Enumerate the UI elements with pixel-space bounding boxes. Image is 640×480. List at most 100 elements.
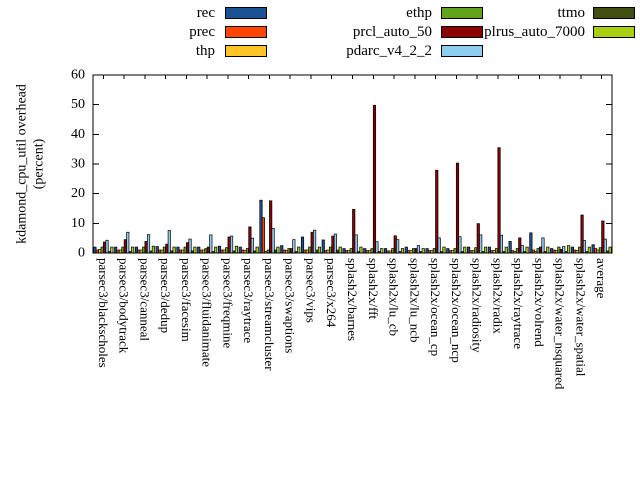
- y-tick-label: 20: [71, 186, 85, 201]
- bar-rec: [550, 248, 554, 254]
- bar-prcl_auto_50: [269, 200, 273, 254]
- x-tick-label: splash2x/water_spatial: [573, 258, 588, 377]
- x-tick-label: splash2x/fft: [366, 258, 381, 320]
- bar-rec: [93, 246, 97, 254]
- bar-pdarc_v4_2_2: [313, 229, 317, 254]
- bar-pdarc_v4_2_2: [188, 238, 192, 254]
- bar-pdarc_v4_2_2: [250, 237, 254, 254]
- bar-plrus_auto_7000: [483, 246, 488, 254]
- bar-plrus_auto_7000: [567, 245, 571, 254]
- bar-rec: [404, 246, 408, 254]
- bar-prcl_auto_50: [435, 169, 439, 254]
- legend-swatch-prcl_auto_50: [441, 26, 483, 38]
- bar-rec: [259, 199, 263, 254]
- bar-prcl_auto_50: [497, 147, 501, 254]
- bar-rec: [280, 245, 284, 254]
- bar-prcl_auto_50: [601, 220, 605, 254]
- x-tick-label: parsec3/fluidanimate: [200, 258, 215, 367]
- bar-plrus_auto_7000: [400, 248, 405, 254]
- legend-label-prec: prec: [189, 24, 215, 40]
- x-tick-label: splash2x/water_nsquared: [553, 258, 568, 390]
- bar-pdarc_v4_2_2: [562, 246, 566, 254]
- bar-pdarc_v4_2_2: [499, 234, 504, 254]
- legend-swatch-ethp: [441, 7, 483, 19]
- bar-prec: [261, 217, 265, 254]
- x-tick-label: splash2x/lu_cb: [387, 258, 402, 336]
- x-tick-label: parsec3/blackscholes: [96, 258, 111, 368]
- legend-swatch-rec: [225, 7, 267, 19]
- bar-pdarc_v4_2_2: [209, 234, 213, 254]
- bar-plrus_auto_7000: [338, 246, 342, 254]
- bar-plrus_auto_7000: [193, 246, 197, 254]
- legend-swatch-ttmo: [593, 7, 635, 19]
- y-tick-label: 0: [78, 246, 85, 261]
- x-tick-label: parsec3/dedup: [158, 258, 173, 333]
- bar-prcl_auto_50: [352, 209, 356, 254]
- bar-rec: [446, 248, 450, 254]
- y-axis-label: (percent): [32, 138, 47, 189]
- bar-plrus_auto_7000: [214, 246, 218, 254]
- bar-rec: [425, 248, 429, 254]
- bar-plrus_auto_7000: [172, 246, 176, 254]
- bar-pdarc_v4_2_2: [479, 234, 483, 254]
- y-tick-label: 50: [71, 97, 85, 112]
- bar-pdarc_v4_2_2: [396, 239, 400, 254]
- legend-label-plrus_auto_7000: plrus_auto_7000: [484, 24, 585, 40]
- bar-plrus_auto_7000: [608, 246, 612, 254]
- bar-thp: [98, 249, 102, 254]
- bar-plrus_auto_7000: [442, 246, 446, 254]
- bar-rec: [467, 246, 471, 254]
- x-tick-label: splash2x/lu_ncb: [407, 258, 422, 343]
- bar-rec: [487, 246, 491, 254]
- bar-rec: [217, 245, 222, 254]
- bar-pdarc_v4_2_2: [582, 240, 587, 254]
- x-tick-label: parsec3/canneal: [137, 258, 152, 341]
- x-tick-label: splash2x/barnes: [345, 258, 360, 341]
- bar-plrus_auto_7000: [504, 246, 508, 254]
- bar-plrus_auto_7000: [234, 245, 238, 254]
- bar-pdarc_v4_2_2: [230, 235, 234, 254]
- x-tick-label: parsec3/raytrace: [241, 258, 256, 343]
- bar-plrus_auto_7000: [317, 246, 322, 254]
- bar-plrus_auto_7000: [131, 246, 135, 254]
- bar-prcl_auto_50: [455, 162, 460, 254]
- bar-rec: [508, 241, 512, 254]
- bar-plrus_auto_7000: [151, 245, 155, 254]
- x-tick-label: parsec3/x264: [324, 258, 339, 328]
- bar-plrus_auto_7000: [380, 248, 384, 254]
- bar-plrus_auto_7000: [110, 246, 114, 254]
- bar-rec: [300, 236, 305, 254]
- x-tick-label: parsec3/freqmine: [220, 258, 235, 348]
- bar-rec: [363, 248, 367, 254]
- legend-swatch-plrus_auto_7000: [593, 26, 635, 38]
- bar-prcl_auto_50: [476, 223, 480, 254]
- x-tick-label: splash2x/ocean_cp: [428, 258, 443, 356]
- bar-pdarc_v4_2_2: [603, 238, 607, 254]
- legend-label-prcl_auto_50: prcl_auto_50: [352, 24, 432, 40]
- x-tick-label: splash2x/radiosity: [470, 258, 485, 353]
- bar-rec: [114, 246, 118, 254]
- bar-pdarc_v4_2_2: [416, 245, 420, 254]
- bar-rec: [383, 248, 388, 254]
- x-tick-label: splash2x/raytrace: [511, 258, 526, 349]
- bar-rec: [176, 246, 180, 254]
- bar-plrus_auto_7000: [587, 246, 591, 254]
- bar-plrus_auto_7000: [297, 246, 301, 254]
- bar-prec: [594, 248, 598, 254]
- bar-plrus_auto_7000: [276, 246, 280, 254]
- bar-plrus_auto_7000: [421, 248, 425, 254]
- bar-pdarc_v4_2_2: [458, 236, 462, 254]
- legend-label-ttmo: ttmo: [557, 5, 585, 21]
- bar-rec: [238, 246, 242, 254]
- bar-plrus_auto_7000: [255, 246, 259, 254]
- bar-prcl_auto_50: [372, 104, 377, 254]
- legend-swatch-prec: [225, 26, 267, 38]
- legend-swatch-thp: [225, 45, 267, 57]
- x-tick-label: splash2x/radix: [490, 258, 505, 334]
- x-tick-label: splash2x/ocean_ncp: [449, 258, 464, 363]
- bar-pdarc_v4_2_2: [333, 233, 337, 254]
- bar-pdarc_v4_2_2: [292, 239, 296, 254]
- bar-pdarc_v4_2_2: [105, 239, 109, 254]
